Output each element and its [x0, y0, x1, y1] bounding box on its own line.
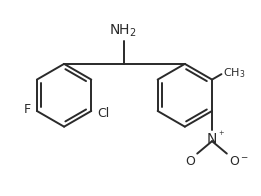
Text: $^+$: $^+$ — [217, 130, 225, 140]
Text: NH$_2$: NH$_2$ — [109, 22, 137, 39]
Text: F: F — [24, 103, 31, 116]
Text: N: N — [207, 132, 217, 145]
Text: O: O — [186, 155, 195, 168]
Text: Cl: Cl — [97, 107, 110, 121]
Text: O$^-$: O$^-$ — [229, 155, 249, 168]
Text: CH$_3$: CH$_3$ — [223, 67, 246, 80]
